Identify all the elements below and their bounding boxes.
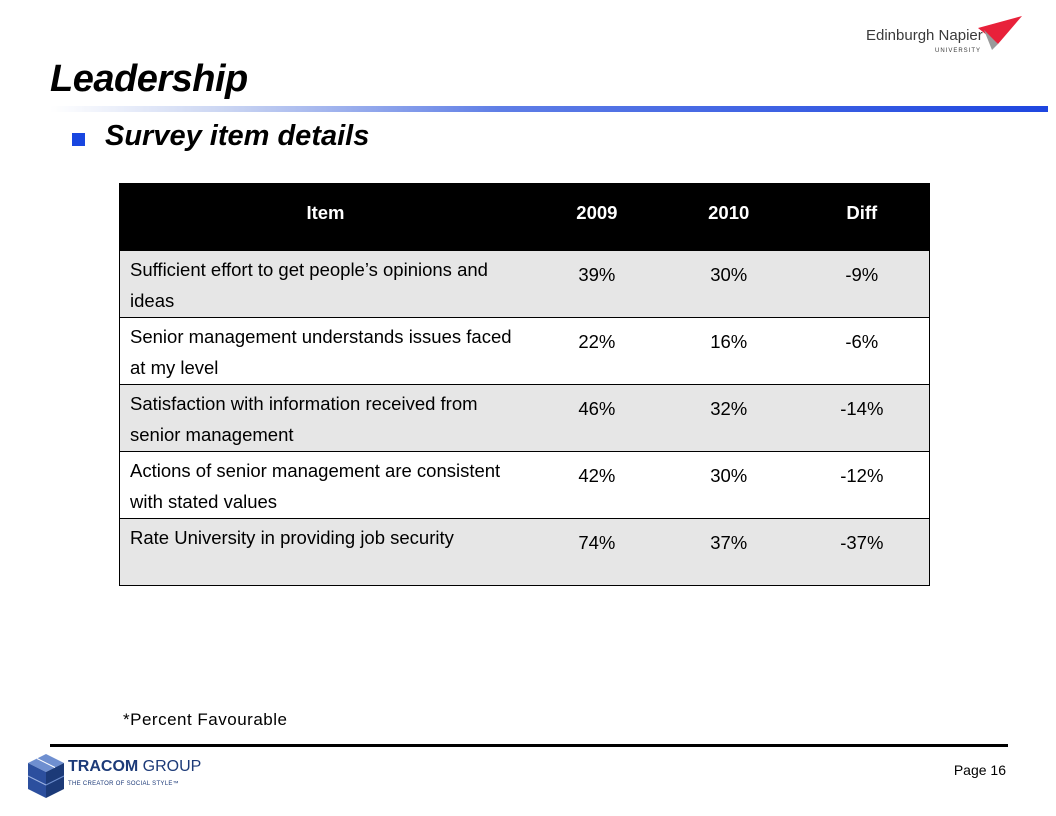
table-row: Actions of senior management are consist… [119, 450, 930, 518]
table-header-row: Item 2009 2010 Diff [119, 183, 930, 250]
value-2010-cell: 37% [662, 517, 795, 585]
value-2010-cell: 16% [662, 316, 795, 384]
column-header-2010: 2010 [662, 183, 795, 250]
item-cell: Actions of senior management are consist… [119, 450, 531, 518]
table-row: Satisfaction with information received f… [119, 383, 930, 451]
tracom-group-word: GROUP [142, 758, 202, 775]
value-2010-cell: 30% [662, 450, 795, 518]
table-row: Rate University in providing job securit… [119, 517, 930, 585]
footer-rule [50, 744, 1008, 747]
diff-cell: -9% [794, 249, 930, 317]
logo-university-sub: UNIVERSITY [935, 48, 982, 54]
diff-cell: -6% [794, 316, 930, 384]
diff-cell: -14% [794, 383, 930, 451]
column-header-diff: Diff [794, 183, 930, 250]
napier-flag-icon [978, 16, 1022, 50]
table-row: Senior management understands issues fac… [119, 316, 930, 384]
survey-table: Item 2009 2010 Diff Sufficient effort to… [119, 183, 930, 586]
item-cell: Rate University in providing job securit… [119, 517, 531, 585]
page-number: Page 16 [953, 762, 1006, 778]
diff-cell: -37% [794, 517, 930, 585]
item-cell: Sufficient effort to get people’s opinio… [119, 249, 531, 317]
value-2009-cell: 22% [530, 316, 663, 384]
value-2009-cell: 74% [530, 517, 663, 585]
table-row: Sufficient effort to get people’s opinio… [119, 249, 930, 317]
value-2009-cell: 46% [530, 383, 663, 451]
value-2010-cell: 32% [662, 383, 795, 451]
tracom-wordmark: TRACOM GROUP [68, 758, 201, 776]
tracom-group-logo: TRACOM GROUP THE CREATOR OF SOCIAL STYLE… [26, 752, 206, 802]
logo-university-name: Edinburgh Napier [866, 27, 983, 44]
tracom-name: TRACOM [68, 758, 139, 775]
slide-subtitle: Survey item details [105, 120, 370, 152]
diff-cell: -12% [794, 450, 930, 518]
column-header-2009: 2009 [530, 183, 663, 250]
value-2009-cell: 42% [530, 450, 663, 518]
title-gradient-rule [50, 106, 1048, 112]
tracom-tagline: THE CREATOR OF SOCIAL STYLE™ [68, 781, 179, 787]
item-cell: Satisfaction with information received f… [119, 383, 531, 451]
cube-icon [27, 754, 65, 798]
slide-title: Leadership [50, 58, 248, 100]
item-cell: Senior management understands issues fac… [119, 316, 531, 384]
value-2010-cell: 30% [662, 249, 795, 317]
footnote: *Percent Favourable [123, 710, 288, 729]
column-header-item: Item [119, 183, 531, 250]
edinburgh-napier-logo: Edinburgh Napier UNIVERSITY [862, 14, 1022, 60]
square-bullet-icon [72, 133, 85, 146]
value-2009-cell: 39% [530, 249, 663, 317]
